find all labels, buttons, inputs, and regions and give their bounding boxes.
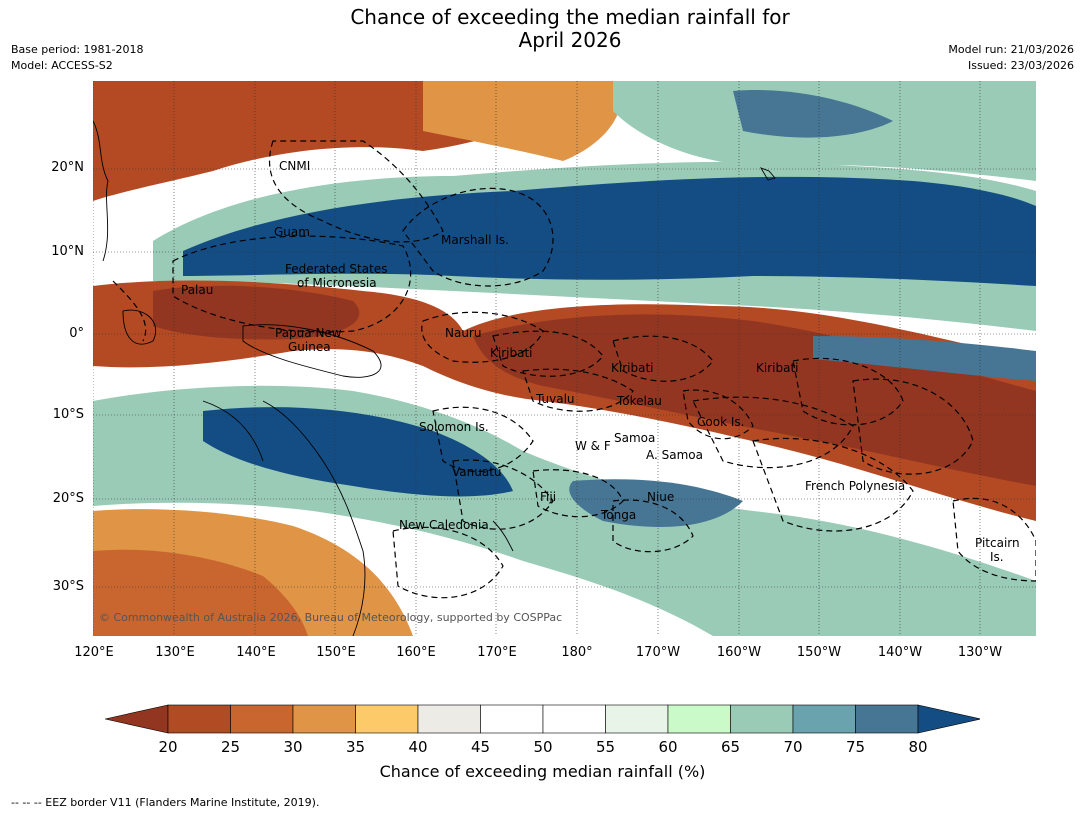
label-french-polynesia: French Polynesia [805,479,905,493]
lon-label-120e: 120°E [74,645,114,660]
label-tonga: Tonga [600,508,636,522]
colorbar-cell [605,704,669,734]
label-fsm-line-2: of Micronesia [297,276,377,290]
meta-right: Model run: 21/03/2026 Issued: 23/03/2026 [948,42,1074,74]
label-kiribati-east: Kiribati [756,361,798,375]
label-pitcairn-line-1: Pitcairn [975,536,1020,550]
coastlines [93,120,776,636]
colorbar-cell [292,704,356,734]
dry-core-south [93,549,308,636]
label-american-samoa: A. Samoa [646,448,703,462]
label-samoa: Samoa [614,431,655,445]
wet-patch-north-deep [733,90,893,138]
lat-label-10n: 10°N [51,244,84,259]
label-tokelau: Tokelau [616,394,662,408]
colorbar-cell [855,704,919,734]
colorbar-tick-label: 25 [220,738,241,756]
eez-borders [112,140,1036,599]
colorbar-tick-label: 55 [595,738,616,756]
label-cnmi: CNMI [279,159,310,173]
label-kiribati-central: Kiribati [611,361,653,375]
lon-label-160w: 160°W [716,645,762,660]
lat-label-10s: 10°S [52,407,84,422]
colorbar-tick-label: 50 [533,738,553,756]
colorbar [105,704,980,734]
colorbar-tick-label: 75 [845,738,866,756]
colorbar-cell [355,704,419,734]
colorbar-cell [230,704,294,734]
lon-label-130e: 130°E [155,645,195,660]
label-guam: Guam [274,225,310,239]
copyright-notice: © Commonwealth of Australia 2026, Bureau… [99,611,562,624]
lon-label-140e: 140°E [236,645,276,660]
dry-patch-north-east [423,81,621,161]
rainfall-map: CNMI Guam Marshall Is. Federated States … [93,81,1036,636]
colorbar-cell [792,704,856,734]
colorbar-cell [542,704,606,734]
lon-label-170e: 170°E [477,645,517,660]
map-title: Chance of exceeding the median rainfall … [0,6,1085,52]
label-cook-islands: Cook Is. [697,415,744,429]
graticule [93,81,1036,636]
base-period: Base period: 1981-2018 [11,43,144,56]
label-nauru: Nauru [445,326,481,340]
wet-core-spcz [203,407,513,497]
eez-footnote: -- -- -- EEZ border V11 (Flanders Marine… [11,796,320,809]
colorbar-extend-low [105,704,169,734]
model-name: Model: ACCESS-S2 [11,59,113,72]
label-solomon-islands: Solomon Is. [419,420,489,434]
colorbar-tick-label: 35 [345,738,366,756]
label-vanuatu: Vanuatu [452,465,502,479]
label-png-line-2: Guinea [288,340,331,354]
lat-label-20n: 20°N [51,160,84,175]
lon-label-130w: 130°W [957,645,1003,660]
dry-core-west [153,285,360,340]
colorbar-tick-label: 60 [658,738,678,756]
colorbar-tick-label: 70 [783,738,803,756]
colorbar-extend-high [917,704,980,734]
colorbar-tick-label: 20 [158,738,178,756]
colorbar-cell [167,704,231,734]
colorbar-cell [667,704,731,734]
title-line-2: April 2026 [518,28,622,52]
title-line-1: Chance of exceeding the median rainfall … [350,5,790,29]
lon-label-140w: 140°W [877,645,923,660]
colorbar-tick-label: 40 [408,738,428,756]
label-fsm-line-1: Federated States [285,262,387,276]
label-wallis-futuna: W & F [575,439,611,453]
lon-label-150w: 150°W [796,645,842,660]
model-run: Model run: 21/03/2026 [948,43,1074,56]
colorbar-cell [730,704,794,734]
colorbar-cell [417,704,481,734]
label-tuvalu: Tuvalu [535,392,575,406]
label-pitcairn-line-2: Is. [990,550,1004,564]
lon-label-150e: 150°E [316,645,356,660]
colorbar-tick-label: 80 [908,738,928,756]
lon-label-180: 180° [561,645,593,660]
label-new-caledonia: New Caledonia [399,518,489,532]
lat-label-0: 0° [69,326,84,341]
colorbar-tick-label: 30 [283,738,303,756]
colorbar-cell [480,704,544,734]
colorbar-tick-label: 45 [470,738,491,756]
label-png-line-1: Papua New [275,326,342,340]
lat-label-30s: 30°S [52,579,84,594]
meta-left: Base period: 1981-2018 Model: ACCESS-S2 [11,42,143,74]
lon-label-170w: 170°W [635,645,681,660]
wet-core-itcz [183,176,1036,286]
issued-date: Issued: 23/03/2026 [967,59,1074,72]
label-palau: Palau [181,283,213,297]
label-niue: Niue [647,490,674,504]
lon-label-160e: 160°E [396,645,436,660]
label-kiribati-west: Kiribati [490,346,532,360]
label-marshall-islands: Marshall Is. [441,233,509,247]
colorbar-label: Chance of exceeding median rainfall (%) [379,762,706,781]
colorbar-tick-label: 65 [720,738,741,756]
lat-label-20s: 20°S [52,491,84,506]
label-fiji: Fiji [540,490,556,504]
